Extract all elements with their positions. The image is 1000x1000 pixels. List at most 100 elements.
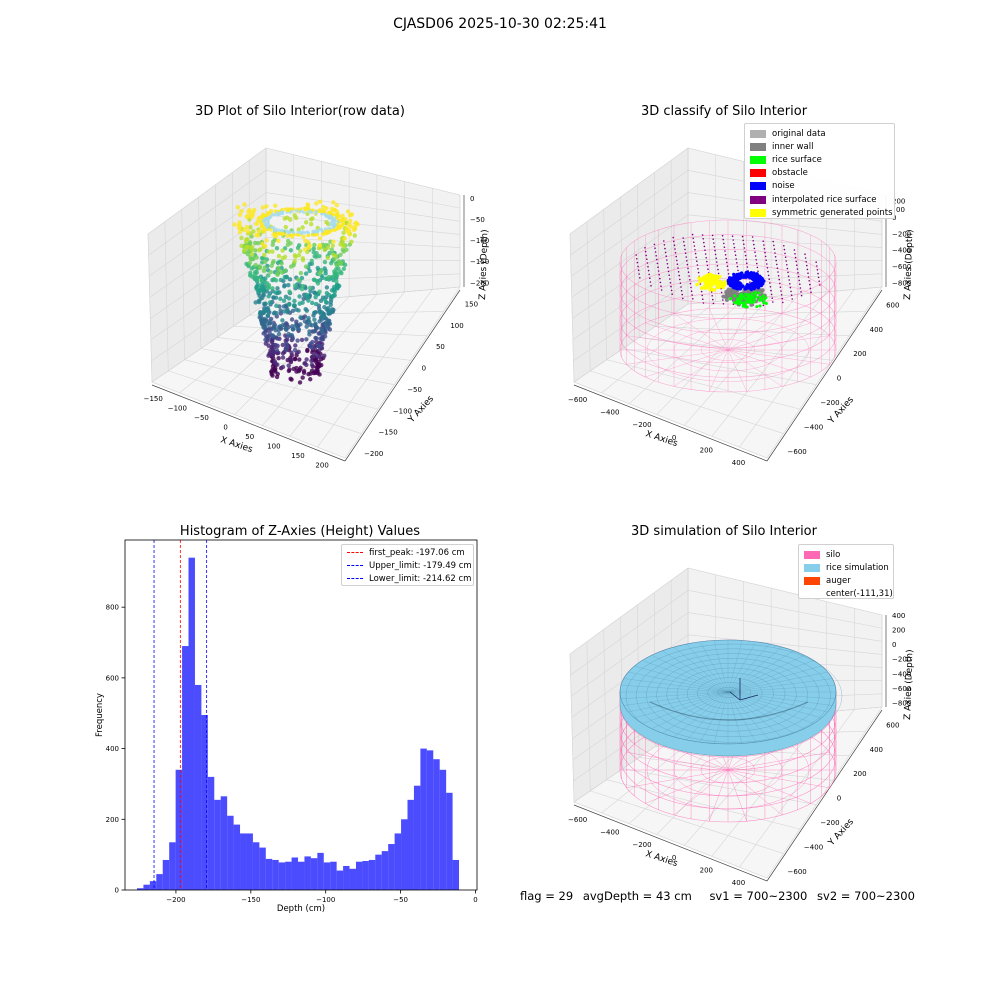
scatter-point: [307, 319, 312, 325]
scatter-point: [312, 317, 317, 322]
surface-mesh: [628, 691, 729, 713]
grid-line: [671, 311, 866, 316]
y-tick-label: 400: [870, 746, 883, 754]
x-tick-label: −50: [194, 414, 209, 422]
legend-swatch: [750, 169, 766, 178]
legend-label: auger: [826, 575, 851, 586]
scatter-point: [300, 225, 305, 230]
interpolated-point: [756, 266, 759, 269]
interpolated-point: [699, 283, 702, 285]
histogram-bar: [452, 859, 460, 890]
interpolated-point: [799, 283, 801, 286]
scatter-point: [260, 241, 265, 247]
x-axis-line: [151, 384, 346, 462]
scatter-point: [280, 355, 286, 360]
scatter-point: [285, 208, 290, 213]
scatter-point: [282, 254, 288, 260]
interpolated-point: [780, 294, 783, 296]
grid-line: [687, 612, 883, 642]
y-tick-label: −600: [788, 868, 807, 876]
scatter-point: [296, 349, 301, 355]
interpolated-point: [671, 293, 673, 296]
scatter-point: [283, 224, 288, 230]
scatter-point: [253, 248, 258, 253]
surface-mesh: [673, 691, 729, 738]
interpolated-point: [794, 253, 796, 255]
grid-line: [572, 259, 689, 340]
scatter-point: [317, 199, 323, 204]
grid-line: [573, 801, 768, 879]
scatter-point: [324, 220, 329, 225]
rice-surface-point: [744, 300, 748, 304]
scatter-point: [270, 249, 275, 254]
surface-mesh: [699, 691, 729, 743]
scatter-point: [311, 249, 316, 255]
interpolated-point: [672, 236, 674, 239]
histogram-bar: [446, 792, 453, 890]
histogram-bar: [304, 856, 311, 890]
grid-line: [572, 236, 689, 319]
scatter-point: [323, 229, 327, 233]
surface-mesh: [727, 640, 743, 693]
scatter-point: [333, 222, 337, 226]
x-tick-label: 150: [291, 452, 304, 460]
surface-mesh: [727, 655, 805, 693]
scatter-point: [325, 326, 331, 331]
interpolated-point: [818, 280, 820, 283]
scatter-point: [318, 311, 324, 316]
scatter-point: [280, 351, 286, 356]
z-tick-label: −150: [470, 258, 489, 266]
surface-mesh: [673, 646, 729, 693]
interpolated-point: [749, 281, 751, 284]
grid-line: [168, 370, 362, 434]
scatter-point: [280, 364, 286, 370]
grid-line: [289, 291, 405, 437]
surface-mesh: [727, 678, 833, 693]
grid-line: [569, 567, 689, 655]
grid-line: [653, 172, 656, 327]
interpolated-point: [804, 253, 806, 255]
scatter-point: [317, 354, 322, 359]
scatter-point: [261, 227, 265, 232]
scatter-point: [267, 330, 272, 336]
noise-point: [753, 286, 757, 290]
histogram-bar: [381, 851, 389, 890]
grid-line: [573, 381, 768, 459]
scatter-point: [258, 247, 263, 252]
grid-line: [687, 567, 883, 616]
interpolated-point: [763, 248, 766, 250]
histogram-bar: [149, 881, 157, 890]
panel1-points: [232, 199, 360, 385]
interpolated-point: [674, 252, 677, 254]
grid-line: [151, 381, 346, 459]
z-tick-label: −600: [892, 263, 911, 271]
scatter-point: [272, 310, 277, 315]
interpolated-point: [711, 234, 714, 237]
scatter-point: [337, 214, 342, 219]
scatter-point: [332, 271, 337, 277]
scatter-point: [328, 214, 332, 218]
surface-mesh: [727, 691, 743, 744]
rice-surface-point: [743, 296, 747, 300]
interpolated-point: [693, 241, 695, 243]
scatter-point: [280, 207, 284, 212]
legend-label: symmetric generated points: [772, 207, 893, 218]
interpolated-point: [772, 240, 774, 243]
interpolated-point: [815, 261, 817, 264]
scatter-point: [292, 356, 298, 362]
grid-line: [317, 289, 433, 448]
scatter-point: [323, 321, 328, 326]
legend-entry: obstacle: [750, 167, 889, 180]
interpolated-point: [710, 291, 713, 293]
scatter-point: [255, 219, 260, 223]
scatter-point: [312, 310, 317, 315]
grid-line: [147, 233, 153, 383]
y-tick-label: 0: [837, 795, 841, 803]
scatter-point: [290, 308, 296, 314]
interpolated-point: [817, 276, 820, 279]
scatter-point: [318, 208, 322, 212]
interpolated-point: [644, 250, 647, 253]
scatter-point: [289, 350, 294, 355]
grid-line: [570, 170, 689, 256]
